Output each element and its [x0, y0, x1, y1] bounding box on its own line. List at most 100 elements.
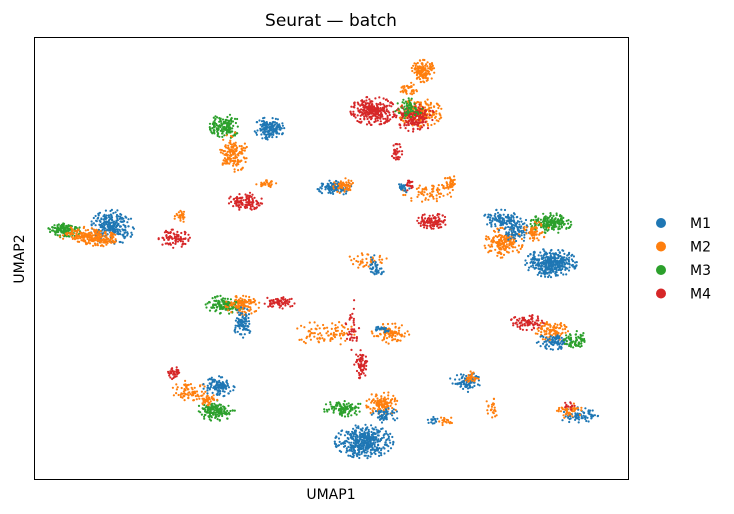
point-M4 [184, 242, 187, 246]
point-M4 [437, 216, 440, 219]
point-M1 [324, 185, 327, 189]
point-M1 [547, 263, 550, 266]
point-M2 [402, 193, 405, 197]
point-M1 [124, 226, 127, 229]
point-M2 [75, 229, 78, 232]
point-M4 [248, 191, 252, 194]
point-M2 [244, 147, 247, 150]
point-M1 [544, 275, 547, 278]
point-M2 [180, 214, 183, 217]
point-M2 [436, 190, 439, 194]
point-M4 [232, 205, 235, 208]
point-M2 [538, 221, 541, 224]
point-M4 [516, 318, 519, 321]
point-M1 [111, 219, 114, 222]
point-M1 [275, 132, 278, 135]
cluster-M3-6 [208, 113, 239, 139]
point-M3 [217, 132, 220, 135]
point-M2 [494, 234, 497, 238]
point-M2 [99, 244, 102, 247]
point-M4 [422, 221, 426, 224]
point-M3 [226, 297, 229, 300]
point-M2 [446, 193, 449, 196]
point-M2 [433, 122, 436, 125]
point-M4 [374, 120, 377, 123]
point-M4 [171, 241, 175, 244]
point-M2 [334, 327, 337, 330]
point-M2 [309, 338, 312, 341]
point-M4 [245, 203, 248, 207]
point-M4 [174, 240, 177, 243]
point-M1 [510, 222, 513, 225]
point-M4 [427, 217, 430, 220]
point-M2 [537, 329, 540, 332]
point-M2 [239, 299, 242, 302]
point-M1 [234, 319, 237, 322]
point-M2 [416, 61, 419, 65]
point-M4 [512, 322, 515, 325]
point-M3 [225, 303, 228, 306]
point-M2 [61, 234, 65, 237]
point-M4 [356, 119, 359, 123]
point-M4 [412, 119, 415, 122]
point-M2 [237, 169, 240, 172]
point-M1 [238, 313, 241, 316]
point-M1 [556, 264, 559, 267]
point-M1 [129, 217, 133, 220]
point-M1 [244, 328, 247, 331]
point-M3 [47, 227, 50, 230]
point-M1 [122, 235, 125, 238]
point-M4 [408, 179, 411, 182]
point-M3 [558, 225, 561, 228]
point-M1 [239, 306, 243, 309]
point-M4 [238, 197, 241, 200]
point-M2 [226, 306, 229, 309]
point-M4 [361, 111, 364, 114]
point-M1 [238, 319, 241, 322]
point-M2 [435, 194, 438, 197]
point-M2 [412, 92, 415, 95]
point-M1 [547, 266, 550, 269]
point-M3 [539, 218, 543, 221]
point-M2 [319, 332, 322, 335]
point-M4 [283, 300, 286, 303]
point-M1 [104, 220, 107, 223]
point-M3 [57, 223, 60, 226]
point-M2 [427, 108, 430, 111]
point-M2 [410, 199, 413, 202]
point-M2 [417, 193, 420, 196]
point-M4 [377, 109, 380, 112]
point-M1 [515, 221, 519, 225]
point-M2 [182, 210, 186, 213]
point-M1 [502, 213, 505, 216]
point-M4 [418, 111, 421, 114]
point-M2 [519, 247, 522, 250]
point-M2 [566, 330, 570, 333]
point-M4 [417, 222, 420, 225]
cluster-M2-23 [442, 175, 456, 190]
point-M4 [184, 237, 187, 240]
point-M4 [365, 96, 368, 99]
point-M1 [374, 261, 377, 264]
point-M1 [261, 125, 264, 128]
point-M4 [525, 328, 528, 332]
point-M2 [335, 329, 338, 333]
point-M2 [428, 62, 431, 66]
point-M1 [489, 216, 492, 219]
point-M2 [81, 234, 84, 237]
point-M1 [568, 263, 571, 266]
point-M2 [343, 331, 346, 334]
point-M2 [94, 231, 97, 234]
point-M2 [521, 244, 524, 247]
point-M1 [104, 216, 107, 219]
point-M2 [106, 242, 109, 245]
point-M3 [214, 304, 217, 307]
point-M4 [363, 108, 366, 111]
point-M2 [221, 152, 224, 155]
point-M2 [334, 324, 337, 327]
point-M2 [541, 338, 545, 341]
point-M3 [394, 110, 397, 113]
point-M2 [226, 162, 229, 165]
point-M1 [499, 215, 502, 218]
point-M4 [536, 315, 539, 318]
